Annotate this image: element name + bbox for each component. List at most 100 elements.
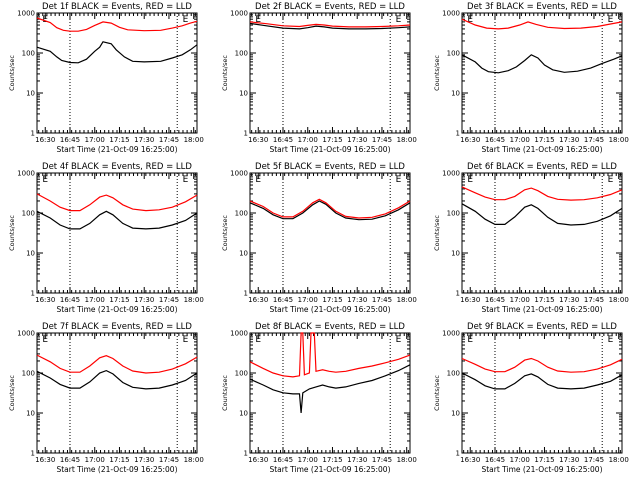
y-tick-label: 1000	[230, 170, 248, 178]
y-tick-label: 10	[239, 250, 248, 258]
chart-panel-8: Det 8f BLACK = Events, RED = LLD 1 10 100 10…	[221, 322, 417, 474]
event-marker-label: E	[42, 335, 48, 345]
series-line-events	[461, 54, 623, 74]
plot-frame	[36, 172, 198, 294]
chart-title: Det 1f BLACK = Events, RED = LLD	[42, 2, 192, 12]
chart-panel-7: Det 7f BLACK = Events, RED = LLD 1 10 100 10…	[8, 322, 204, 474]
plot-frame	[36, 12, 198, 134]
y-tick-label: 1000	[230, 330, 248, 338]
x-tick-label: 17:00	[510, 136, 530, 144]
y-axis-label: Counts/sec	[8, 375, 16, 411]
x-tick-label: 17:30	[559, 296, 579, 304]
y-tick-label: 1000	[442, 330, 460, 338]
x-tick-label: 17:15	[534, 296, 554, 304]
y-tick-label: 100	[447, 370, 460, 378]
x-axis-label: Start Time (21-Oct-09 16:25:00)	[481, 305, 602, 314]
y-axis-label: Counts/sec	[433, 375, 441, 411]
chart-title: Det 6f BLACK = Events, RED = LLD	[467, 162, 617, 172]
x-tick-label: 17:45	[159, 136, 179, 144]
x-tick-label: 16:30	[460, 456, 480, 464]
series-line-lld	[36, 193, 198, 212]
series-line-lld	[249, 332, 411, 378]
y-tick-label: 1000	[17, 330, 35, 338]
x-tick-label: 17:45	[584, 456, 604, 464]
x-tick-label: 17:15	[322, 296, 342, 304]
x-tick-label: 16:45	[60, 136, 80, 144]
y-tick-label: 10	[239, 90, 248, 98]
y-axis-label: Counts/sec	[221, 375, 229, 411]
plot-frame	[461, 12, 623, 134]
y-tick-label: 1	[244, 450, 248, 458]
event-marker-label: E	[255, 15, 261, 25]
x-tick-label: 18:00	[397, 296, 417, 304]
chart-title: Det 5f BLACK = Events, RED = LLD	[255, 162, 405, 172]
x-tick-label: 16:45	[485, 296, 505, 304]
y-axis-label: Counts/sec	[8, 215, 16, 251]
x-tick-label: 17:00	[510, 456, 530, 464]
x-tick-label: 18:00	[609, 136, 629, 144]
x-tick-label: 17:30	[347, 456, 367, 464]
x-tick-label: 16:45	[273, 456, 293, 464]
y-tick-label: 10	[239, 410, 248, 418]
event-marker-label: E	[467, 335, 473, 345]
x-tick-label: 17:30	[559, 456, 579, 464]
x-tick-label: 17:45	[372, 296, 392, 304]
y-tick-label: 1	[456, 450, 460, 458]
x-tick-label: 16:30	[460, 136, 480, 144]
x-tick-label: 18:00	[397, 136, 417, 144]
x-tick-label: 17:00	[298, 136, 318, 144]
plot-frame	[461, 332, 623, 454]
x-tick-label: 17:30	[347, 136, 367, 144]
x-tick-label: 16:45	[60, 456, 80, 464]
series-line-events	[36, 369, 198, 390]
chart-panel-1: Det 1f BLACK = Events, RED = LLD 1 10 100 10…	[8, 2, 204, 154]
chart-title: Det 8f BLACK = Events, RED = LLD	[255, 322, 405, 332]
x-tick-label: 17:45	[159, 296, 179, 304]
x-tick-label: 18:00	[184, 456, 204, 464]
x-tick-label: 17:30	[347, 296, 367, 304]
y-tick-label: 100	[447, 210, 460, 218]
y-tick-label: 10	[451, 410, 460, 418]
x-axis-label: Start Time (21-Oct-09 16:25:00)	[269, 465, 390, 474]
series-line-lld	[461, 357, 623, 373]
series-line-events	[36, 41, 198, 64]
y-axis-label: Counts/sec	[433, 55, 441, 91]
chart-title: Det 7f BLACK = Events, RED = LLD	[42, 322, 192, 332]
series-line-lld	[36, 17, 198, 32]
y-tick-label: 1000	[17, 170, 35, 178]
x-tick-label: 16:45	[485, 136, 505, 144]
event-marker-label: E	[608, 175, 614, 185]
x-tick-label: 16:30	[460, 296, 480, 304]
y-tick-label: 10	[451, 90, 460, 98]
chart-panel-4: Det 4f BLACK = Events, RED = LLD 1 10 100 10…	[8, 162, 204, 314]
event-marker-label: E	[608, 335, 614, 345]
y-tick-label: 1	[244, 130, 248, 138]
x-tick-label: 16:45	[60, 296, 80, 304]
x-tick-label: 16:45	[485, 456, 505, 464]
plot-frame	[249, 332, 411, 454]
x-tick-label: 17:30	[134, 136, 154, 144]
x-axis-label: Start Time (21-Oct-09 16:25:00)	[56, 465, 177, 474]
y-tick-label: 10	[451, 250, 460, 258]
x-axis-label: Start Time (21-Oct-09 16:25:00)	[481, 145, 602, 154]
x-tick-label: 17:15	[534, 456, 554, 464]
x-tick-label: 17:00	[85, 136, 105, 144]
x-tick-label: 17:45	[372, 136, 392, 144]
x-tick-label: 16:45	[273, 296, 293, 304]
series-line-lld	[36, 354, 198, 374]
event-marker-label: E	[183, 175, 189, 185]
x-tick-label: 16:30	[248, 456, 268, 464]
x-tick-label: 17:45	[584, 296, 604, 304]
series-line-events	[461, 372, 623, 390]
event-marker-label: E	[396, 335, 402, 345]
y-tick-label: 1000	[442, 10, 460, 18]
x-tick-label: 16:30	[35, 296, 55, 304]
plot-frame	[249, 172, 411, 294]
y-axis-label: Counts/sec	[433, 215, 441, 251]
event-marker-label: E	[255, 335, 261, 345]
event-marker-label: E	[396, 175, 402, 185]
x-tick-label: 18:00	[609, 456, 629, 464]
x-tick-label: 18:00	[397, 456, 417, 464]
chart-title: Det 3f BLACK = Events, RED = LLD	[467, 2, 617, 12]
x-tick-label: 17:45	[584, 136, 604, 144]
